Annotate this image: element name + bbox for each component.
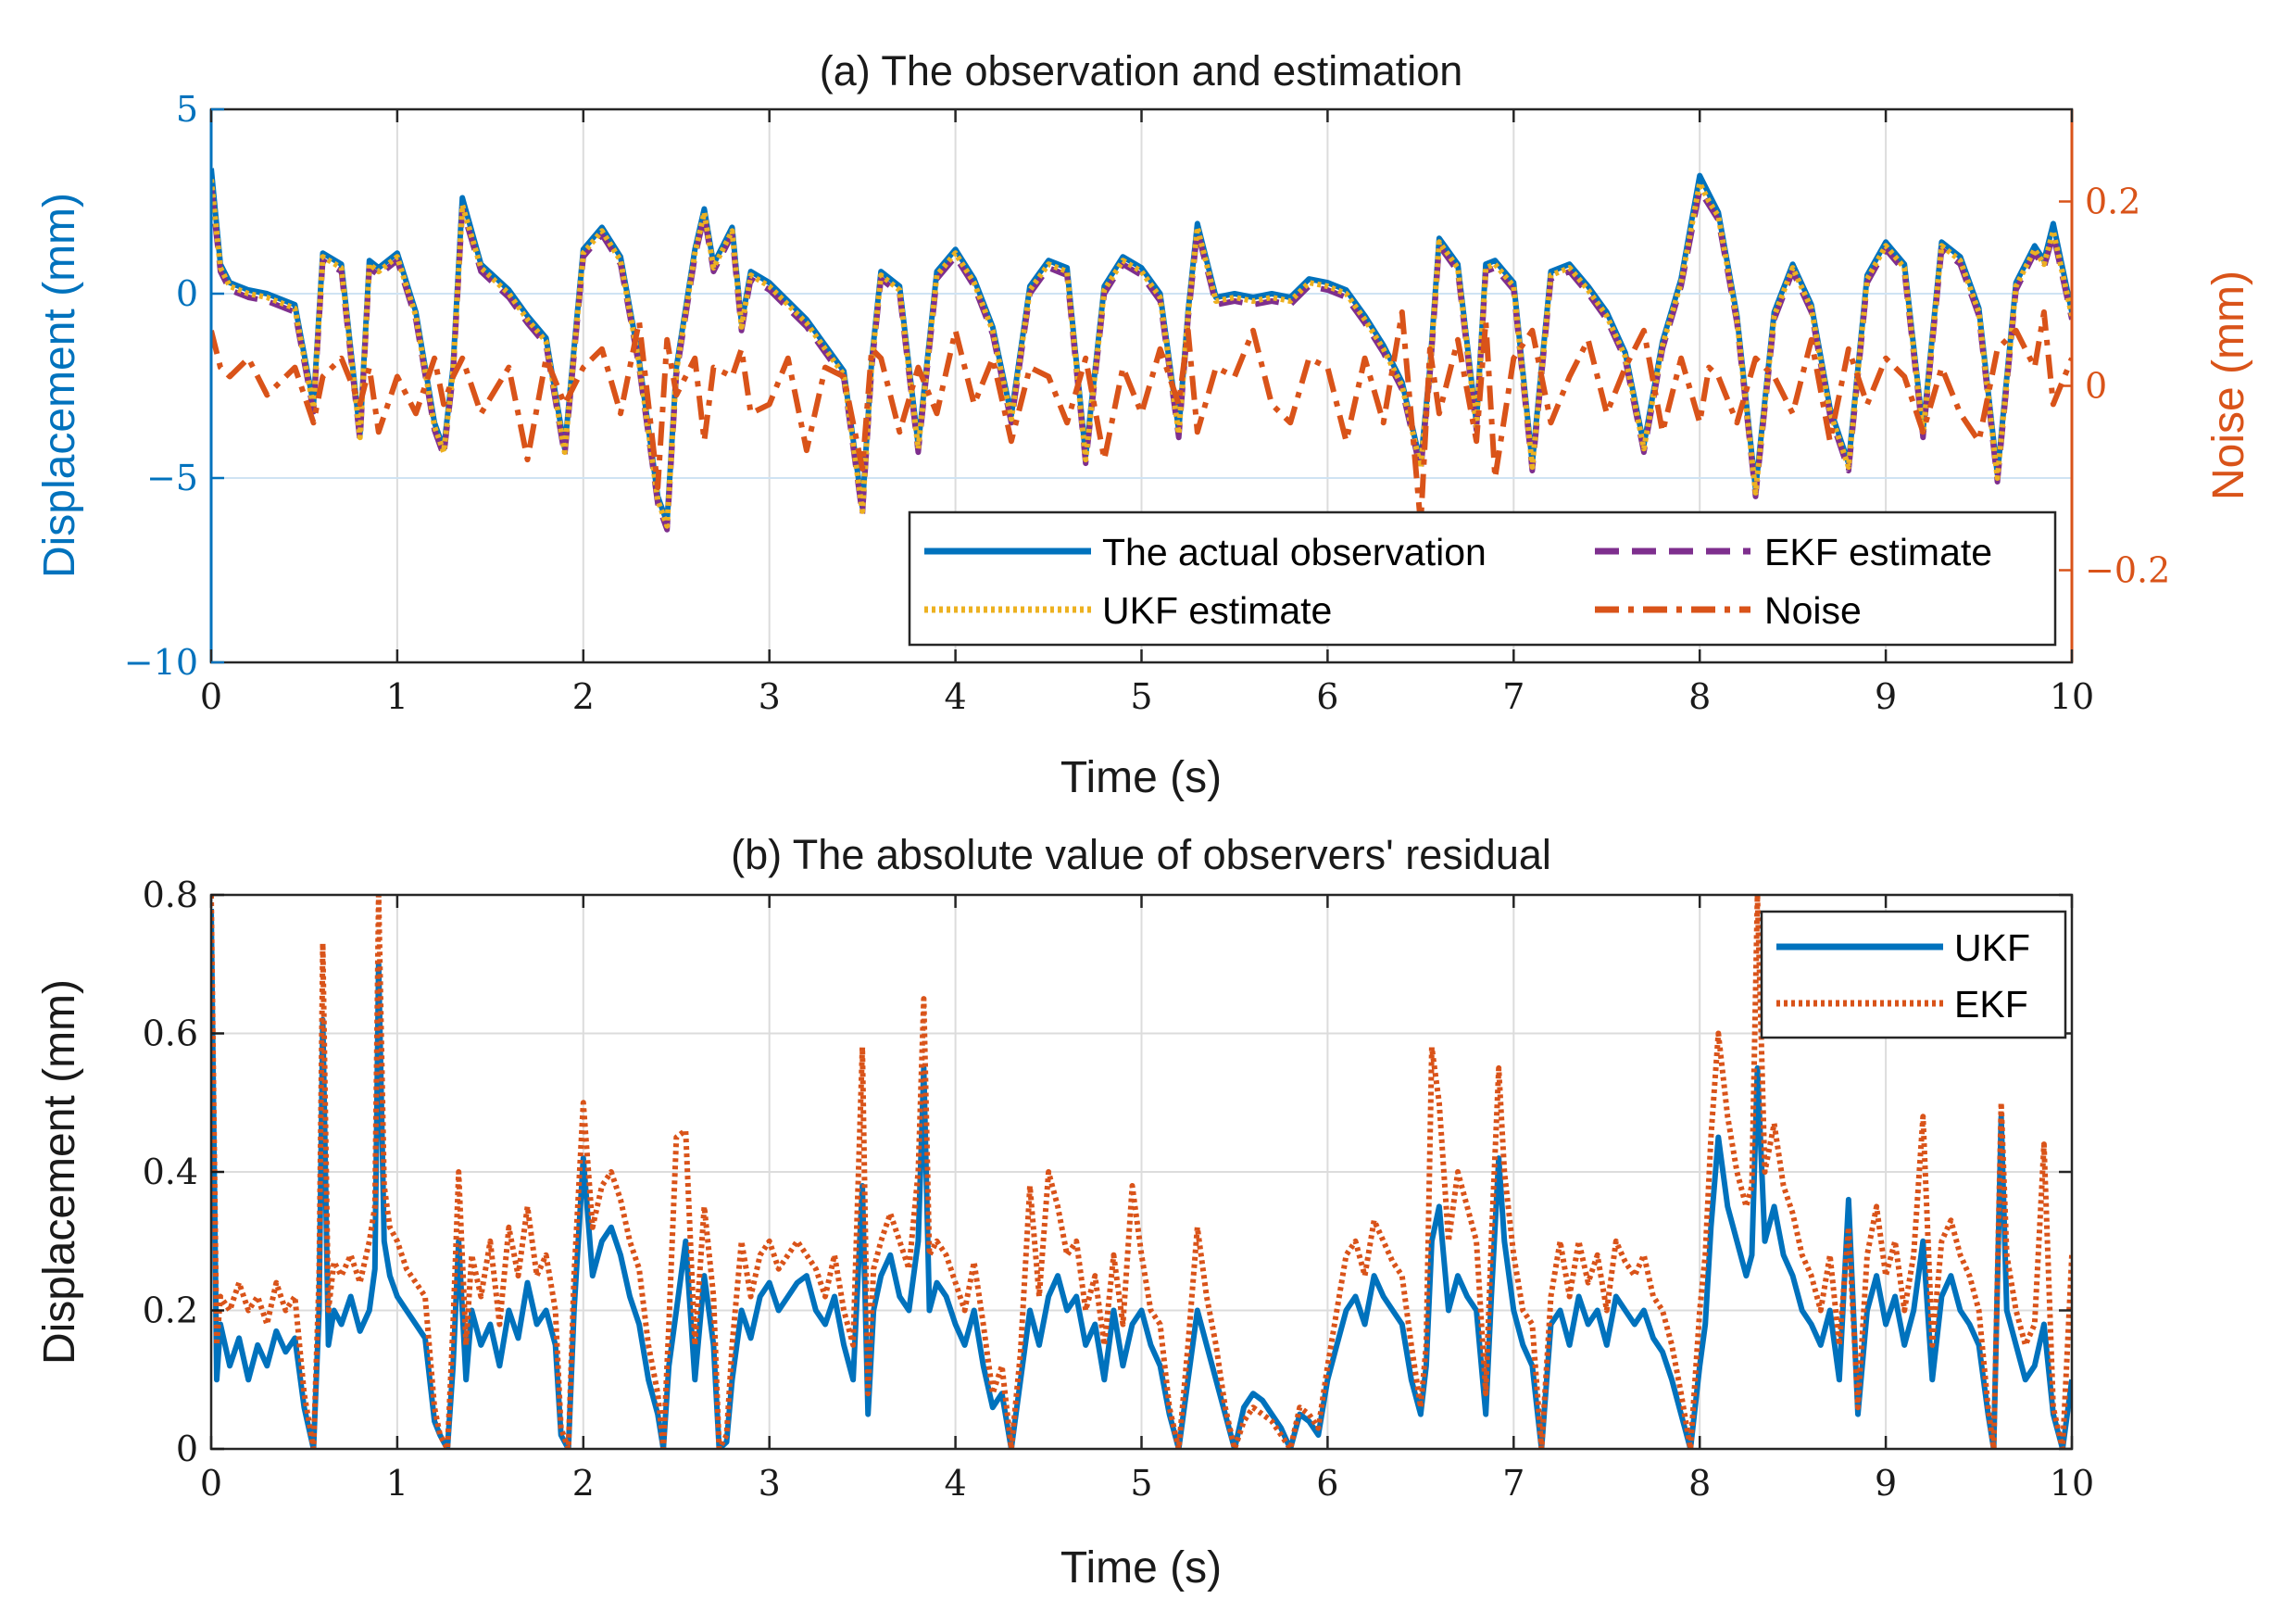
x-tick-label: 0 (200, 1463, 222, 1504)
x-tick-label: 10 (2050, 676, 2094, 717)
x-tick-label: 10 (2050, 1463, 2094, 1504)
y-tick-label: 0.2 (143, 1290, 198, 1331)
panel-b-series (211, 895, 2072, 1449)
x-tick-label: 2 (572, 1463, 595, 1504)
x-tick-label: 3 (759, 1463, 781, 1504)
right-y-tick-label: 0 (2085, 366, 2107, 407)
y-tick-label: 0 (176, 1429, 198, 1469)
y-tick-label: 0.8 (143, 875, 198, 915)
x-tick-label: 5 (1130, 676, 1152, 717)
legend-label-noise: Noise (1764, 589, 1862, 632)
y-tick-label: 0 (176, 273, 198, 314)
legend-label-ukf-estimate: UKF estimate (1102, 589, 1332, 632)
x-tick-label: 4 (945, 676, 967, 717)
y-tick-label: 0.4 (143, 1152, 198, 1192)
panel-a: 0 1 2 3 4 5 6 7 8 9 10 5 0 −5 −10 0.2 0 −0.2 (a) The obse… (35, 47, 2253, 802)
x-tick-label: 8 (1688, 676, 1711, 717)
right-y-tick-label: −0.2 (2085, 550, 2170, 591)
panel-b-grid (211, 895, 2072, 1449)
x-tick-label: 2 (572, 676, 595, 717)
x-tick-label: 0 (200, 676, 222, 717)
x-tick-label: 7 (1502, 676, 1524, 717)
y-tick-label: −10 (124, 642, 198, 683)
panel-a-right-y-axis-label: Noise (mm) (2204, 271, 2253, 500)
legend-label-ukf: UKF (1954, 926, 2030, 969)
x-tick-label: 1 (386, 676, 408, 717)
panel-b-legend[interactable]: UKF EKF (1760, 910, 2067, 1039)
y-tick-label: 5 (176, 89, 198, 130)
panel-a-series (211, 168, 2072, 533)
panel-a-y-axis-label: Displacement (mm) (35, 193, 84, 578)
x-tick-label: 1 (386, 1463, 408, 1504)
panel-b-ticks: 0 1 2 3 4 5 6 7 8 9 10 0.8 0.6 0.4 0.2 0 (143, 875, 2095, 1504)
legend-label-ekf: EKF (1954, 983, 2028, 1026)
series-line-ekf (211, 895, 2072, 1449)
legend-label-actual-observation: The actual observation (1102, 531, 1487, 573)
series-line-ukf (211, 908, 2072, 1449)
x-tick-label: 7 (1502, 1463, 1524, 1504)
x-tick-label: 6 (1316, 676, 1338, 717)
panel-b-legend-box (1760, 910, 2067, 1039)
panel-a-title: (a) The observation and estimation (820, 47, 1463, 94)
x-tick-label: 6 (1316, 1463, 1338, 1504)
x-tick-label: 9 (1875, 1463, 1897, 1504)
panel-a-x-axis-label: Time (s) (1060, 753, 1222, 802)
panel-b-title: (b) The absolute value of observers' res… (731, 831, 1551, 878)
x-tick-label: 3 (759, 676, 781, 717)
panel-a-ticks: 0 1 2 3 4 5 6 7 8 9 10 5 0 −5 −10 0.2 0 −0.2 (124, 89, 2170, 717)
y-tick-label: 0.6 (143, 1013, 198, 1054)
x-tick-label: 4 (945, 1463, 967, 1504)
panel-a-legend-box (908, 510, 2057, 647)
right-y-tick-label: 0.2 (2085, 182, 2140, 222)
x-tick-label: 9 (1875, 676, 1897, 717)
x-tick-label: 8 (1688, 1463, 1711, 1504)
y-tick-label: −5 (146, 458, 198, 498)
legend-label-ekf-estimate: EKF estimate (1764, 531, 1992, 573)
panel-b: 0 1 2 3 4 5 6 7 8 9 10 0.8 0.6 0.4 0.2 0 (b) The absolu… (35, 831, 2094, 1593)
series-line-ukf-estimate (211, 179, 2072, 529)
panel-b-x-axis-label: Time (s) (1060, 1543, 1222, 1593)
series-line-noise (211, 308, 2072, 527)
panel-a-legend[interactable]: The actual observation EKF estimate UKF … (908, 510, 2057, 647)
panel-b-y-axis-label: Displacement (mm) (35, 979, 84, 1365)
x-tick-label: 5 (1130, 1463, 1152, 1504)
